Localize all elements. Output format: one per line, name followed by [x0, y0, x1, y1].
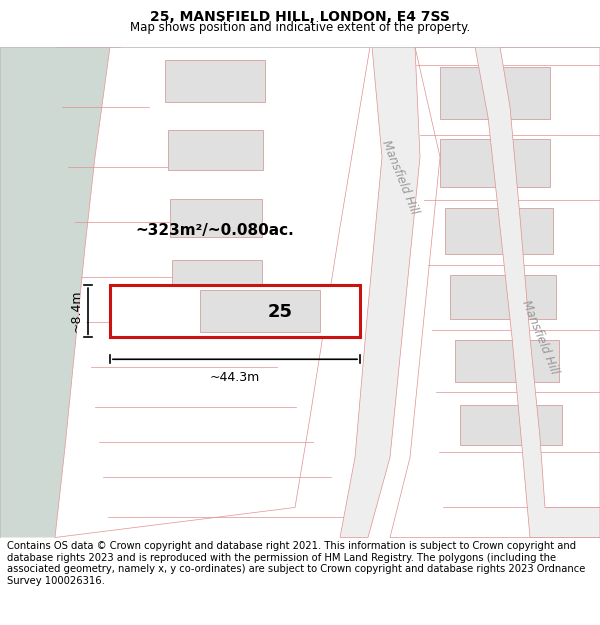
Bar	[450, 275, 556, 319]
Bar	[460, 406, 562, 446]
Bar	[200, 290, 320, 332]
Text: Mansfield Hill: Mansfield Hill	[519, 298, 561, 376]
Bar	[110, 285, 360, 338]
Bar	[170, 199, 262, 237]
Bar	[168, 130, 263, 170]
Text: 25: 25	[268, 303, 293, 321]
Bar	[455, 340, 559, 382]
Bar	[172, 260, 262, 295]
Polygon shape	[475, 47, 600, 538]
Text: Contains OS data © Crown copyright and database right 2021. This information is : Contains OS data © Crown copyright and d…	[7, 541, 586, 586]
Text: ~44.3m: ~44.3m	[210, 371, 260, 384]
Text: 25, MANSFIELD HILL, LONDON, E4 7SS: 25, MANSFIELD HILL, LONDON, E4 7SS	[150, 10, 450, 24]
Bar	[165, 60, 265, 102]
Polygon shape	[0, 47, 110, 538]
Text: Map shows position and indicative extent of the property.: Map shows position and indicative extent…	[130, 21, 470, 34]
Polygon shape	[340, 47, 420, 538]
Text: ~8.4m: ~8.4m	[70, 290, 83, 332]
Bar	[440, 67, 550, 119]
Text: ~323m²/~0.080ac.: ~323m²/~0.080ac.	[136, 222, 295, 238]
Bar	[440, 139, 550, 187]
Polygon shape	[55, 47, 370, 538]
Text: Mansfield Hill: Mansfield Hill	[379, 138, 421, 216]
Polygon shape	[390, 47, 600, 538]
Bar	[445, 208, 553, 254]
